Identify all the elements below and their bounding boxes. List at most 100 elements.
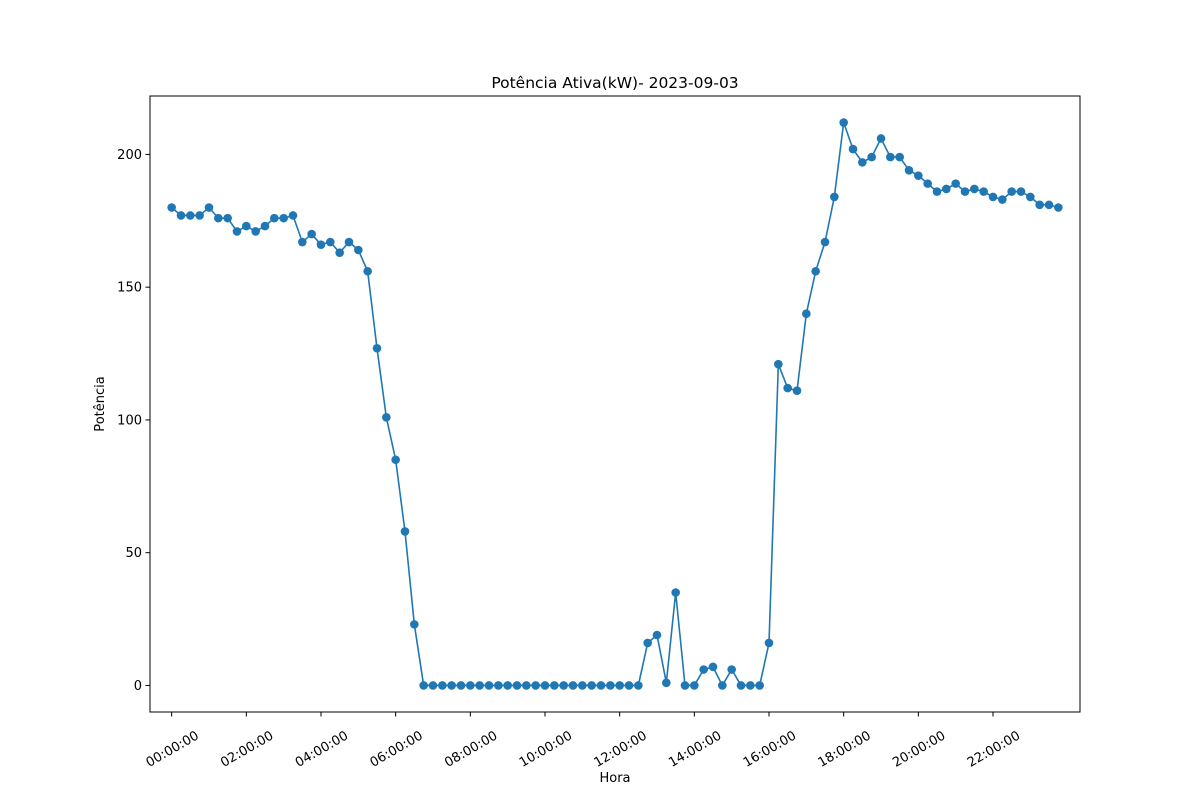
data-point bbox=[606, 681, 615, 690]
y-tick-label: 50 bbox=[125, 546, 142, 561]
data-point bbox=[298, 237, 307, 247]
data-point bbox=[1016, 187, 1026, 196]
x-tick-label: 16:00:00 bbox=[741, 728, 799, 770]
data-point bbox=[232, 227, 242, 236]
data-point bbox=[624, 681, 634, 690]
y-tick-label: 0 bbox=[134, 679, 142, 694]
data-point bbox=[652, 630, 662, 640]
data-point bbox=[596, 681, 606, 690]
data-point bbox=[410, 620, 419, 629]
data-point bbox=[400, 527, 410, 536]
data-point bbox=[344, 237, 354, 247]
data-point bbox=[1007, 187, 1016, 196]
data-point bbox=[447, 681, 456, 690]
data-point bbox=[540, 681, 550, 690]
data-point bbox=[820, 237, 830, 247]
data-point bbox=[811, 266, 820, 276]
data-point bbox=[391, 455, 400, 465]
data-point bbox=[886, 152, 895, 162]
x-tick-label: 02:00:00 bbox=[218, 728, 276, 770]
data-point bbox=[923, 179, 932, 188]
x-tick-label: 12:00:00 bbox=[592, 728, 650, 770]
data-point bbox=[830, 192, 839, 202]
data-point bbox=[1026, 192, 1035, 202]
data-point bbox=[307, 229, 316, 239]
x-tick-label: 10:00:00 bbox=[517, 728, 575, 770]
data-point bbox=[484, 681, 494, 690]
data-point bbox=[512, 681, 522, 690]
data-point bbox=[867, 152, 876, 162]
x-tick-label: 08:00:00 bbox=[442, 728, 500, 770]
data-point bbox=[316, 240, 326, 249]
data-point bbox=[690, 681, 699, 690]
data-point bbox=[475, 681, 484, 690]
series-line bbox=[171, 121, 1059, 687]
data-point bbox=[503, 681, 512, 690]
data-point bbox=[998, 195, 1007, 204]
data-point bbox=[643, 638, 652, 648]
data-point bbox=[335, 248, 344, 257]
data-point bbox=[522, 681, 531, 690]
data-point bbox=[494, 681, 503, 690]
data-point bbox=[932, 187, 942, 196]
data-point bbox=[176, 211, 186, 220]
x-axis-title: Hora bbox=[599, 771, 630, 786]
data-point bbox=[279, 213, 288, 223]
data-point bbox=[680, 681, 690, 690]
data-point bbox=[167, 203, 176, 212]
data-point bbox=[270, 213, 279, 223]
data-point bbox=[326, 237, 335, 247]
data-point bbox=[587, 681, 596, 690]
data-point bbox=[662, 678, 671, 688]
data-point bbox=[718, 681, 727, 690]
data-point bbox=[466, 681, 475, 690]
data-point bbox=[1054, 203, 1063, 212]
data-point bbox=[755, 681, 764, 690]
data-point bbox=[942, 184, 951, 194]
plot-area bbox=[149, 95, 1081, 713]
x-tick-label: 04:00:00 bbox=[293, 728, 351, 770]
data-point bbox=[354, 245, 363, 255]
y-tick-label: 100 bbox=[117, 413, 142, 428]
data-point bbox=[979, 187, 988, 196]
data-point bbox=[951, 179, 960, 188]
data-point bbox=[671, 588, 680, 597]
x-tick-label: 00:00:00 bbox=[144, 728, 202, 770]
data-point bbox=[746, 681, 755, 690]
series-layer bbox=[167, 118, 1063, 690]
plot-frame bbox=[149, 95, 1081, 713]
x-axis: 00:00:00 02:00:00 04:00:00 06:00:00 08:00:00… bbox=[144, 712, 1023, 771]
data-point bbox=[363, 266, 372, 276]
data-point bbox=[568, 681, 578, 690]
data-point bbox=[288, 211, 298, 220]
data-point bbox=[428, 681, 438, 690]
data-point bbox=[858, 158, 867, 167]
data-point bbox=[736, 681, 746, 690]
data-point bbox=[764, 638, 774, 648]
data-point bbox=[960, 187, 970, 196]
data-point bbox=[774, 359, 783, 369]
data-point bbox=[615, 681, 624, 690]
data-point bbox=[578, 681, 587, 690]
data-point bbox=[988, 192, 998, 202]
data-point bbox=[914, 171, 923, 180]
x-tick-label: 14:00:00 bbox=[666, 728, 724, 770]
data-point bbox=[970, 184, 979, 194]
data-point bbox=[708, 662, 718, 672]
x-tick-label: 18:00:00 bbox=[816, 728, 874, 770]
y-tick-label: 150 bbox=[117, 281, 142, 296]
data-point bbox=[456, 681, 466, 690]
data-point bbox=[848, 144, 858, 154]
data-point bbox=[1035, 200, 1044, 210]
data-point bbox=[876, 134, 886, 143]
data-point bbox=[802, 309, 811, 319]
data-point bbox=[839, 118, 848, 127]
data-point bbox=[559, 681, 568, 690]
data-point bbox=[895, 152, 904, 162]
data-point bbox=[792, 386, 802, 396]
x-tick-label: 06:00:00 bbox=[368, 728, 426, 770]
data-point bbox=[419, 681, 428, 690]
data-point bbox=[251, 227, 260, 236]
x-tick-label: 22:00:00 bbox=[965, 728, 1023, 770]
